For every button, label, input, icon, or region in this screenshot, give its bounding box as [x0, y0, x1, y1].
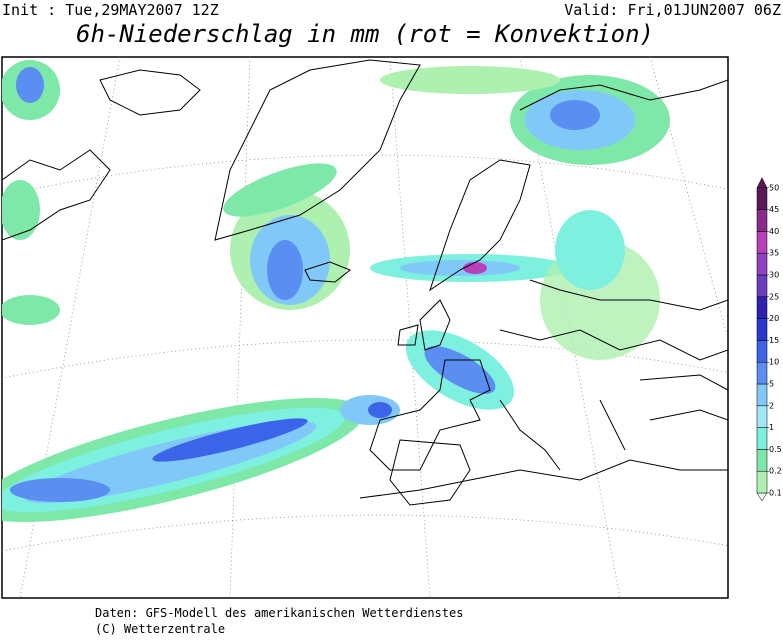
colorbar-swatch: [756, 231, 768, 254]
colorbar-label: 10: [769, 358, 779, 367]
colorbar-tip: [756, 177, 768, 189]
colorbar-swatch: [756, 427, 768, 450]
coastlines: [2, 59, 728, 506]
init-time: Init : Tue,29MAY2007 12Z: [2, 1, 219, 19]
colorbar-swatch: [756, 274, 768, 298]
colorbar-swatch: [756, 405, 768, 428]
colorbar-swatch: [756, 296, 768, 319]
colorbar-label: 50: [769, 183, 779, 192]
colorbar-tip: [756, 492, 768, 502]
colorbar-label: 40: [769, 227, 779, 236]
colorbar-label: 0.1: [769, 489, 782, 498]
colorbar-swatch: [756, 383, 768, 407]
precipitation: [2, 60, 670, 523]
data-source: Daten: GFS-Modell des amerikanischen Wet…: [95, 606, 463, 620]
colorbar-label: 0.2: [769, 467, 782, 476]
colorbar-label: 30: [769, 271, 779, 280]
colorbar-swatch: [756, 187, 768, 210]
colorbar-label: 2: [769, 401, 774, 410]
colorbar-swatch: [756, 209, 768, 232]
colorbar-swatch: [756, 449, 768, 472]
colorbar-label: 35: [769, 249, 779, 258]
graticule: [2, 57, 728, 598]
colorbar-label: 20: [769, 314, 779, 323]
colorbar-swatch: [756, 252, 768, 276]
colorbar-label: 15: [769, 336, 779, 345]
colorbar-label: 0.5: [769, 445, 782, 454]
map: [1, 56, 729, 599]
colorbar-label: 45: [769, 205, 779, 214]
colorbar-swatch: [756, 470, 768, 494]
colorbar-swatch: [756, 361, 768, 385]
colorbar-label: 5: [769, 380, 774, 389]
colorbar-swatch: [756, 318, 768, 341]
valid-time: Valid: Fri,01JUN2007 06Z: [564, 1, 781, 19]
colorbar-swatch: [756, 340, 768, 363]
copyright: (C) Wetterzentrale: [95, 622, 225, 636]
colorbar-label: 1: [769, 423, 774, 432]
colorbar-label: 25: [769, 292, 779, 301]
map-title: 6h-Niederschlag in mm (rot = Konvektion): [76, 20, 654, 48]
